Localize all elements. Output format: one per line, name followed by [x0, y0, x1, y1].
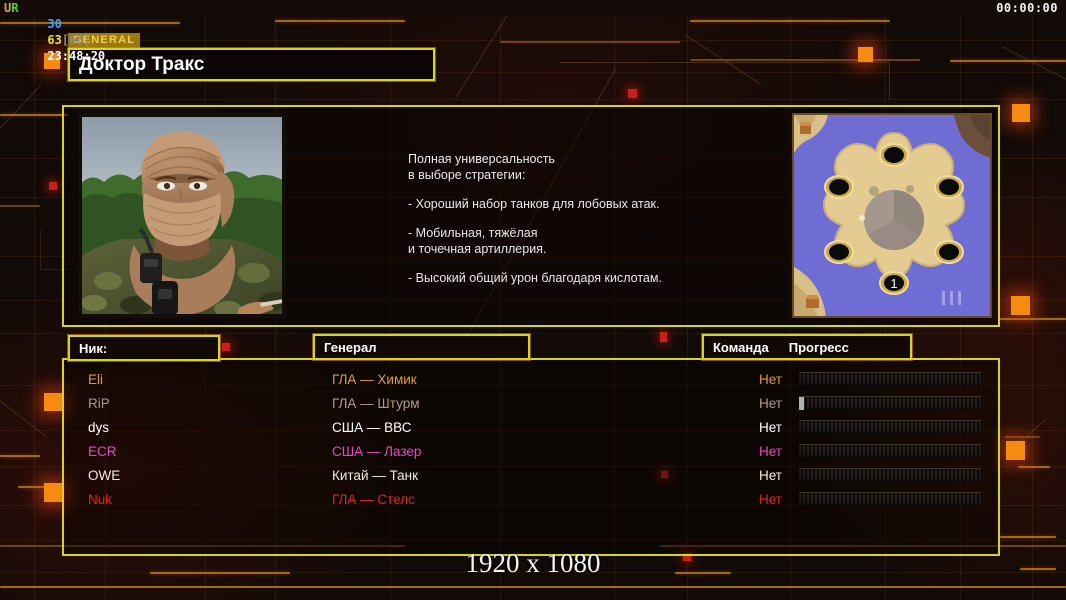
- desc-line-2: в выборе стратегии:: [408, 168, 526, 182]
- status-value-3: [60]: [61, 33, 91, 47]
- player-nick: Nuk: [88, 491, 113, 507]
- player-progress-bar: [799, 492, 981, 506]
- player-team[interactable]: Нет: [759, 371, 782, 387]
- status-value-1: 30: [47, 17, 62, 31]
- player-row[interactable]: Eli ГЛА — Химик Нет: [64, 367, 998, 391]
- player-progress-bar: [799, 372, 981, 386]
- status-value-2: 63: [47, 33, 62, 47]
- general-info-panel: Полная универсальность в выборе стратеги…: [62, 105, 1000, 327]
- player-general[interactable]: Китай — Танк: [332, 467, 418, 483]
- player-progress-bar: [799, 468, 981, 482]
- player-progress-bar: [799, 420, 981, 434]
- player-nick: OWE: [88, 467, 121, 483]
- player-progress-bar: [799, 396, 981, 410]
- player-row[interactable]: ECR США — Лазер Нет: [64, 439, 998, 463]
- player-general[interactable]: ГЛА — Стелс: [332, 491, 415, 507]
- players-panel: Eli ГЛА — Химик Нет RiP ГЛА — Штурм Нет dys США…: [62, 358, 1000, 556]
- map-preview-image: 1: [794, 115, 990, 316]
- player-team[interactable]: Нет: [759, 467, 782, 483]
- desc-line-1: Полная универсальность: [408, 152, 555, 166]
- general-portrait-image: [78, 113, 286, 318]
- player-row[interactable]: OWE Китай — Танк Нет: [64, 463, 998, 487]
- status-clock-right: 00:00:00: [996, 1, 1058, 15]
- map-preview[interactable]: 1: [792, 113, 992, 318]
- general-portrait: [78, 113, 286, 318]
- top-status-bar: UR 30 63[60] 23:48:20 00:00:00: [0, 0, 1066, 63]
- player-nick: Eli: [88, 371, 104, 387]
- player-general[interactable]: ГЛА — Химик: [332, 371, 417, 387]
- player-nick: ECR: [88, 443, 117, 459]
- status-upload-label: U: [4, 1, 12, 15]
- resolution-label: 1920 x 1080: [465, 548, 601, 578]
- player-progress-fill: [799, 397, 804, 410]
- column-header-nick: Ник:: [68, 335, 220, 361]
- player-nick: dys: [88, 419, 110, 435]
- player-row[interactable]: Nuk ГЛА — Стелс Нет: [64, 487, 998, 511]
- map-spawn-number: 1: [890, 276, 897, 291]
- desc-line-3: - Хороший набор танков для лобовых атак.: [408, 197, 660, 211]
- column-header-progress-label: Прогресс: [788, 339, 849, 355]
- player-team[interactable]: Нет: [759, 443, 782, 459]
- player-team[interactable]: Нет: [759, 491, 782, 507]
- desc-line-4: - Мобильная, тяжёлая: [408, 226, 538, 240]
- general-description: Полная универсальность в выборе стратеги…: [408, 151, 828, 286]
- player-nick: RiP: [88, 395, 110, 411]
- column-header-general: Генерал: [313, 334, 530, 360]
- general-tab-label: GENERAL: [68, 33, 141, 48]
- player-row[interactable]: RiP ГЛА — Штурм Нет: [64, 391, 998, 415]
- general-marker-square: [44, 53, 60, 69]
- player-progress-bar: [799, 444, 981, 458]
- column-header-nick-label: Ник:: [79, 340, 108, 356]
- player-team[interactable]: Нет: [759, 419, 782, 435]
- player-team[interactable]: Нет: [759, 395, 782, 411]
- player-general[interactable]: США — Лазер: [332, 443, 422, 459]
- column-header-team-label: Команда: [713, 339, 769, 355]
- desc-line-6: - Высокий общий урон благодаря кислотам.: [408, 271, 662, 285]
- general-name-field[interactable]: Доктор Тракс: [68, 48, 435, 81]
- column-header-team-progress: Команда Прогресс: [702, 334, 912, 360]
- column-header-general-label: Генерал: [324, 339, 377, 355]
- desc-line-5: и точечная артиллерия.: [408, 242, 547, 256]
- status-clock-left: 23:48:20: [47, 49, 106, 63]
- player-general[interactable]: ГЛА — Штурм: [332, 395, 420, 411]
- player-row[interactable]: dys США — ВВС Нет: [64, 415, 998, 439]
- player-general[interactable]: США — ВВС: [332, 419, 412, 435]
- status-render-label: R: [11, 1, 19, 15]
- status-left: UR 30 63[60] 23:48:20: [4, 0, 105, 80]
- general-name-value: Доктор Тракс: [79, 53, 205, 75]
